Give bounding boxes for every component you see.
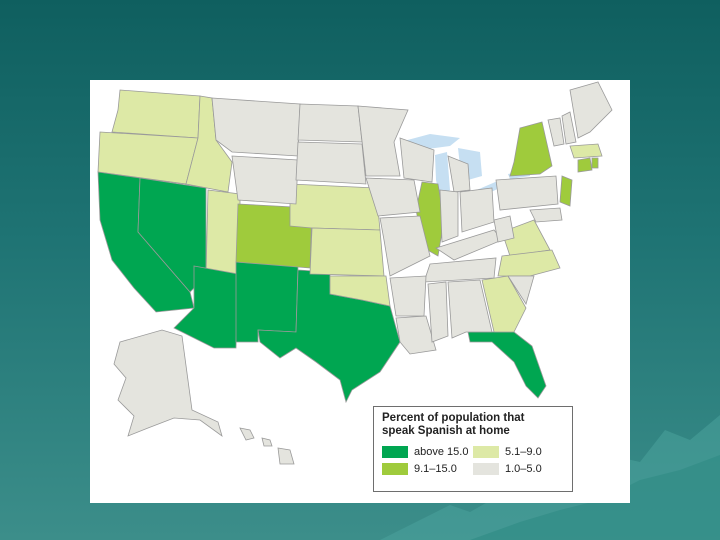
legend-swatch bbox=[382, 446, 408, 458]
state-vermont bbox=[547, 117, 565, 147]
state-minnesota bbox=[357, 105, 409, 177]
state-florida bbox=[467, 331, 547, 399]
legend-entry-1-5: 1.0–5.0 bbox=[473, 463, 564, 475]
legend-swatch bbox=[382, 463, 408, 475]
legend-swatch bbox=[473, 463, 499, 475]
state-new-york bbox=[509, 121, 553, 177]
legend-label: 5.1–9.0 bbox=[505, 446, 542, 458]
state-south-carolina bbox=[507, 275, 535, 305]
state-wyoming bbox=[231, 155, 299, 205]
state-new-jersey bbox=[559, 175, 573, 207]
state-south-dakota bbox=[295, 141, 367, 185]
legend-label: above 15.0 bbox=[414, 446, 469, 458]
state-connecticut bbox=[577, 157, 593, 173]
state-ohio bbox=[459, 187, 495, 233]
state-georgia bbox=[481, 275, 527, 333]
state-maine bbox=[569, 81, 613, 139]
us-map bbox=[97, 81, 613, 465]
state-west-virginia bbox=[493, 215, 515, 243]
state-wisconsin bbox=[399, 137, 435, 183]
state-alaska bbox=[113, 329, 223, 438]
state-north-carolina bbox=[497, 249, 561, 277]
state-michigan bbox=[447, 155, 471, 193]
state-tennessee bbox=[423, 257, 497, 283]
map-panel: Percent of population that speak Spanish… bbox=[90, 80, 630, 503]
state-kansas bbox=[309, 227, 385, 277]
map-legend: Percent of population that speak Spanish… bbox=[373, 406, 573, 492]
state-north-dakota bbox=[297, 103, 363, 143]
state-louisiana bbox=[395, 315, 437, 355]
legend-entry-9-15: 9.1–15.0 bbox=[382, 463, 473, 475]
state-rhode-island bbox=[591, 157, 599, 169]
state-montana bbox=[211, 97, 301, 157]
state-hawaii bbox=[239, 427, 295, 465]
legend-label: 9.1–15.0 bbox=[414, 463, 457, 475]
state-arkansas bbox=[389, 275, 427, 317]
legend-entries: above 15.0 5.1–9.0 9.1–15.0 1.0–5.0 bbox=[382, 446, 564, 475]
state-iowa bbox=[365, 177, 421, 217]
state-nebraska bbox=[289, 183, 381, 231]
legend-entry-5-9: 5.1–9.0 bbox=[473, 446, 564, 458]
state-oklahoma bbox=[329, 275, 391, 307]
state-new-mexico bbox=[235, 261, 299, 343]
legend-swatch bbox=[473, 446, 499, 458]
state-indiana bbox=[439, 189, 459, 243]
state-massachusetts bbox=[569, 143, 603, 159]
state-alabama bbox=[447, 279, 493, 339]
legend-label: 1.0–5.0 bbox=[505, 463, 542, 475]
state-missouri bbox=[379, 215, 431, 277]
state-maryland bbox=[529, 207, 563, 223]
legend-entry-above-15: above 15.0 bbox=[382, 446, 473, 458]
legend-title-line-1: Percent of population that bbox=[382, 412, 525, 424]
state-mississippi bbox=[427, 281, 449, 343]
state-pennsylvania bbox=[495, 175, 559, 211]
legend-title-line-2: speak Spanish at home bbox=[382, 425, 510, 437]
state-new-hampshire bbox=[561, 111, 577, 145]
state-washington bbox=[111, 89, 201, 139]
